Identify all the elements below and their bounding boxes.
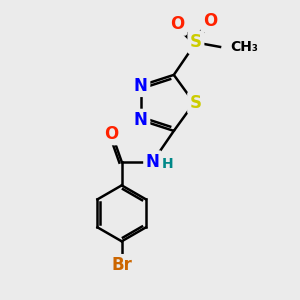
Text: O: O	[170, 15, 185, 33]
Text: O: O	[104, 125, 118, 143]
Text: N: N	[134, 76, 148, 94]
Text: S: S	[190, 34, 202, 52]
Text: O: O	[203, 12, 217, 30]
Text: N: N	[134, 111, 148, 129]
Text: H: H	[162, 157, 174, 171]
Text: CH₃: CH₃	[230, 40, 258, 54]
Text: N: N	[146, 153, 160, 171]
Text: S: S	[190, 94, 202, 112]
Text: Br: Br	[111, 256, 132, 274]
